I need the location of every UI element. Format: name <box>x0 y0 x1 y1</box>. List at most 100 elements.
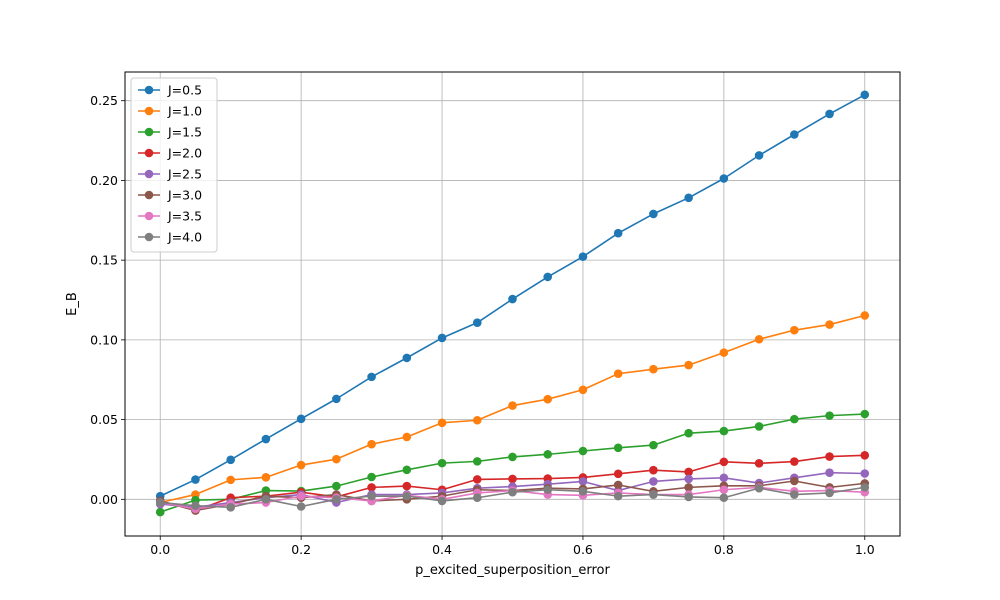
data-point <box>684 193 693 203</box>
legend-marker <box>144 190 154 200</box>
data-point <box>402 481 412 491</box>
data-point <box>613 228 623 238</box>
data-point <box>649 490 658 499</box>
data-point <box>825 411 834 420</box>
legend-item: J=3.0 <box>138 188 202 203</box>
data-point <box>684 483 693 492</box>
data-point <box>860 469 870 478</box>
data-point <box>437 333 447 343</box>
legend-item: J=2.0 <box>138 146 202 161</box>
data-point <box>860 311 870 320</box>
x-axis-label: p_excited_superposition_error <box>415 563 610 578</box>
data-point <box>296 491 306 501</box>
legend-label: J=3.0 <box>167 188 202 203</box>
data-point <box>649 440 658 450</box>
x-tick-label: 0.2 <box>291 542 311 557</box>
data-point <box>719 493 729 503</box>
legend-label: J=4.0 <box>167 230 202 245</box>
data-point <box>790 325 799 335</box>
data-point <box>472 415 482 425</box>
data-point <box>578 487 588 496</box>
data-point <box>754 422 764 431</box>
legend-item: J=1.5 <box>138 125 202 140</box>
data-point <box>543 450 553 459</box>
data-point <box>790 130 799 139</box>
y-tick-label: 0.00 <box>90 492 118 507</box>
y-tick-label: 0.10 <box>90 332 118 347</box>
legend-label: J=2.0 <box>167 146 202 161</box>
data-point <box>719 426 729 436</box>
data-point <box>825 452 834 461</box>
data-point <box>754 458 764 468</box>
data-point <box>367 372 376 382</box>
x-axis: 0.0 0.2 0.4 0.6 0.8 1.0 <box>150 536 875 557</box>
data-point <box>613 480 623 490</box>
data-point <box>613 443 623 453</box>
data-point <box>543 272 553 282</box>
data-point <box>402 465 412 475</box>
grid <box>125 72 900 536</box>
data-point <box>860 90 870 100</box>
data-point <box>472 493 482 503</box>
data-point <box>684 474 693 484</box>
data-point <box>613 469 623 479</box>
data-point <box>226 475 235 485</box>
data-point <box>226 455 235 465</box>
legend-item: J=1.0 <box>138 104 202 119</box>
x-tick-label: 0.6 <box>573 542 593 557</box>
data-point <box>472 318 482 327</box>
y-tick-label: 0.25 <box>90 93 118 108</box>
data-point <box>367 483 376 492</box>
data-point <box>155 498 165 507</box>
data-point <box>790 457 799 466</box>
data-point <box>754 334 764 344</box>
legend-marker <box>144 106 154 116</box>
series-group <box>155 90 870 517</box>
legend-label: J=2.5 <box>167 167 202 182</box>
data-point <box>825 488 834 498</box>
data-point <box>543 394 553 404</box>
data-point <box>437 418 447 428</box>
data-point <box>367 491 376 501</box>
data-point <box>860 409 870 419</box>
legend-box <box>130 77 218 253</box>
data-point <box>437 458 447 468</box>
data-point <box>402 491 412 501</box>
data-point <box>860 483 870 492</box>
y-tick-label: 0.05 <box>90 412 118 427</box>
data-point <box>790 414 799 424</box>
data-point <box>684 467 693 477</box>
data-point <box>508 401 517 410</box>
data-point <box>754 151 764 160</box>
x-tick-label: 0.0 <box>150 542 170 557</box>
legend-marker <box>144 127 154 137</box>
legend-marker <box>144 169 154 179</box>
data-point <box>191 475 200 484</box>
series-j-0-5 <box>155 90 870 501</box>
data-point <box>508 452 517 462</box>
data-point <box>578 446 588 456</box>
data-point <box>684 360 693 370</box>
data-point <box>508 487 517 497</box>
y-axis: 0.00 0.05 0.10 0.15 0.20 0.25 <box>90 93 125 507</box>
data-point <box>719 473 729 483</box>
legend-marker <box>144 211 154 221</box>
x-tick-label: 0.4 <box>432 542 452 557</box>
y-tick-label: 0.20 <box>90 173 118 188</box>
data-point <box>402 432 412 442</box>
data-point <box>684 492 693 502</box>
legend-item: J=0.5 <box>138 83 202 98</box>
legend-item: J=4.0 <box>138 230 202 245</box>
legend-marker <box>144 85 154 95</box>
data-point <box>825 468 834 477</box>
x-tick-label: 0.8 <box>714 542 734 557</box>
data-point <box>472 457 482 466</box>
data-point <box>296 502 306 511</box>
data-point <box>578 252 588 261</box>
legend: J=0.5 J=1.0 J=1.5 J=2.0 J=2.5 J=3.0 J=3.5 J=4.0 <box>130 77 218 253</box>
data-point <box>649 465 658 475</box>
data-point <box>226 502 235 512</box>
data-point <box>613 369 623 378</box>
data-point <box>649 364 658 374</box>
